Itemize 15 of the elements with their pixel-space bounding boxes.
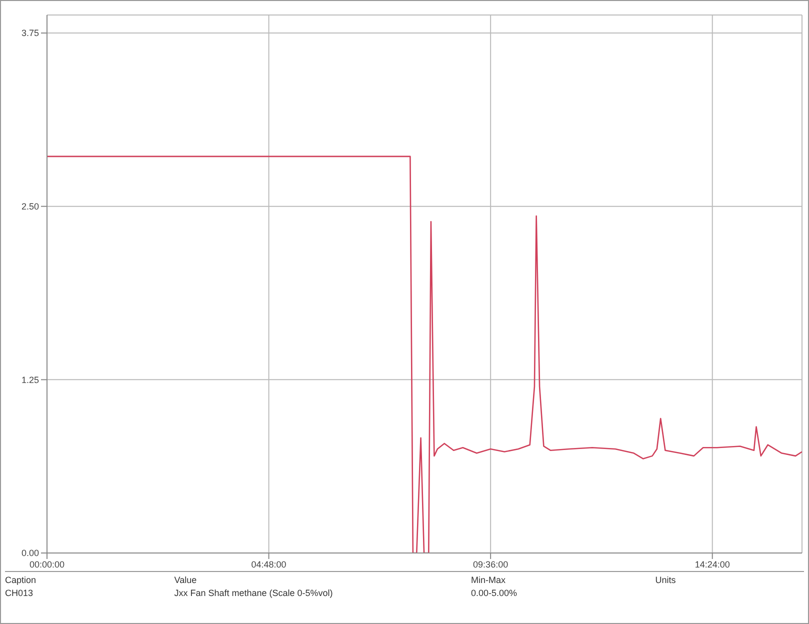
y-tick-label: 0.00 — [21, 548, 39, 558]
y-tick-label: 3.75 — [21, 28, 39, 38]
x-tick-label: 14:24:00 — [694, 559, 730, 570]
x-tick-label: 00:00:00 — [29, 559, 65, 570]
y-tick-label: 2.50 — [21, 202, 39, 212]
y-tick-label: 1.25 — [21, 374, 39, 385]
text: Units — [655, 575, 677, 585]
text: Value — [174, 575, 198, 585]
x-tick-label: 04:48:00 — [251, 559, 286, 570]
text: CH013 — [5, 588, 34, 598]
text: Min-Max — [471, 575, 507, 585]
text: 0.00-5.00% — [471, 588, 518, 598]
text: Jxx Fan Shaft methane (Scale 0-5%vol) — [174, 588, 334, 598]
x-tick-label: 09:36:00 — [473, 559, 508, 570]
text: Caption — [5, 575, 38, 585]
